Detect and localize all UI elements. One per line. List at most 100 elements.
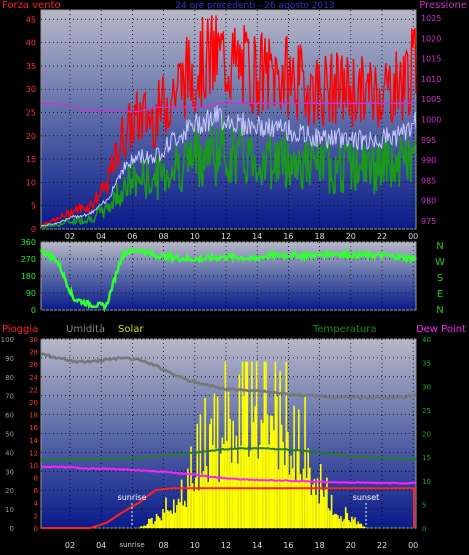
direction-y-tick: 180 [21,272,36,281]
rain-y-tick: 16 [29,424,38,432]
rain-y-tick: 18 [29,412,38,420]
x-tick-label: 08 [159,232,169,241]
humidity-y-tick: 50 [5,431,14,439]
wind-y-tick: 30 [26,85,36,94]
rain-y-tick: 24 [29,374,38,382]
humidity-y-tick: 80 [5,374,14,382]
compass-e: E [437,289,443,300]
x-tick-label: 00 [408,232,418,241]
temperature-label: Temperatura [312,324,377,335]
rain-y-tick: 30 [29,336,38,344]
pressure-y-tick: 1025 [421,14,441,23]
wind-mean-line [40,105,417,227]
humidity-y-tick: 20 [5,487,14,495]
wind-y-tick: 15 [26,155,36,164]
rain-y-tick: 4 [34,500,39,508]
humidity-y-tick: 90 [5,355,14,363]
direction-y-tick: 90 [26,289,36,298]
wind-avg-line [40,118,417,229]
pressure-y-tick: 1015 [421,55,441,64]
dewpoint-line [40,465,417,485]
compass-n-bottom: N [436,305,443,316]
direction-line [39,246,417,313]
rain-y-tick: 0 [34,525,38,533]
pressure-label: Pressione [419,0,467,11]
compass-n-top: N [436,241,443,252]
wind-y-tick: 10 [26,178,36,187]
wind-y-tick: 45 [26,15,36,24]
x-tick-label: 10 [190,232,200,241]
compass-w: W [435,257,445,268]
sunrise-label: sunrise [118,493,147,502]
rain-y-tick: 26 [29,361,38,369]
pressure-line [41,102,416,113]
dewpoint-label: Dew Point [416,324,466,335]
sunrise-axis-label: sunrise [119,541,144,549]
temperature-y-tick: 5 [422,501,426,509]
wind-y-tick: 20 [26,132,36,141]
humidity-label: Umidità [66,323,105,335]
x-tick-label: 16 [283,541,293,550]
temperature-y-tick: 35 [422,360,431,368]
wind-y-tick: 5 [31,202,36,211]
x-tick-label: 18 [315,232,325,241]
x-tick-label: 12 [221,232,231,241]
pressure-y-tick: 1020 [421,34,441,43]
rain-y-tick: 28 [29,349,38,357]
rain-line [41,487,416,529]
temperature-y-tick: 40 [422,336,431,344]
humidity-line [40,352,417,401]
pressure-y-tick: 990 [421,156,436,165]
temperature-y-tick: 15 [422,454,431,462]
pressure-y-tick: 1010 [421,75,441,84]
humidity-y-tick: 30 [5,468,14,476]
x-tick-label: 16 [283,232,293,241]
x-tick-label: 22 [377,541,387,550]
rain-y-tick: 22 [29,386,38,394]
rain-y-tick: 6 [34,487,39,495]
pressure-y-tick: 1000 [421,116,441,125]
x-tick-label: 20 [346,541,356,550]
x-tick-label: 04 [96,541,106,550]
temperature-y-tick: 10 [422,478,431,486]
x-tick-label: 08 [159,541,169,550]
solar-label: Solar [118,324,144,335]
pressure-y-tick: 985 [421,176,436,185]
compass-s: S [437,273,443,284]
pressure-y-tick: 1005 [421,95,441,104]
humidity-y-tick: 0 [10,525,14,533]
temperature-y-tick: 25 [422,407,431,415]
direction-y-tick: 0 [31,306,36,315]
humidity-y-tick: 10 [5,506,14,514]
rain-label: Pioggia [2,324,38,335]
pressure-y-tick: 975 [421,217,436,226]
rain-y-tick: 12 [29,449,38,457]
wind-y-tick: 0 [31,225,36,234]
date-title: 24 ore precedenti - 26 agosto 2013 [175,1,334,11]
x-tick-label: 20 [346,232,356,241]
x-tick-label: 02 [65,232,75,241]
x-tick-label: 14 [252,541,262,550]
temperature-y-tick: 20 [422,431,431,439]
humidity-y-tick: 100 [1,336,14,344]
x-tick-label: 00 [408,541,418,550]
x-tick-label: 12 [221,541,231,550]
direction-y-tick: 270 [21,255,36,264]
wind-y-tick: 25 [26,109,36,118]
x-tick-label: 14 [252,232,262,241]
pressure-y-tick: 995 [421,136,436,145]
pressure-y-tick: 980 [421,197,436,206]
x-tick-label: 18 [315,541,325,550]
wind-label: Forza vento [2,0,61,11]
rain-y-tick: 2 [34,512,38,520]
rain-y-tick: 8 [34,475,38,483]
x-tick-label: 10 [190,541,200,550]
humidity-y-tick: 60 [5,412,14,420]
wind-y-tick: 35 [26,62,36,71]
x-tick-label: 02 [65,541,75,550]
x-tick-label: 22 [377,232,387,241]
temperature-y-tick: 30 [422,383,431,391]
temperature-line [40,446,417,462]
x-tick-label: 06 [127,232,137,241]
wind-y-tick: 40 [26,39,36,48]
